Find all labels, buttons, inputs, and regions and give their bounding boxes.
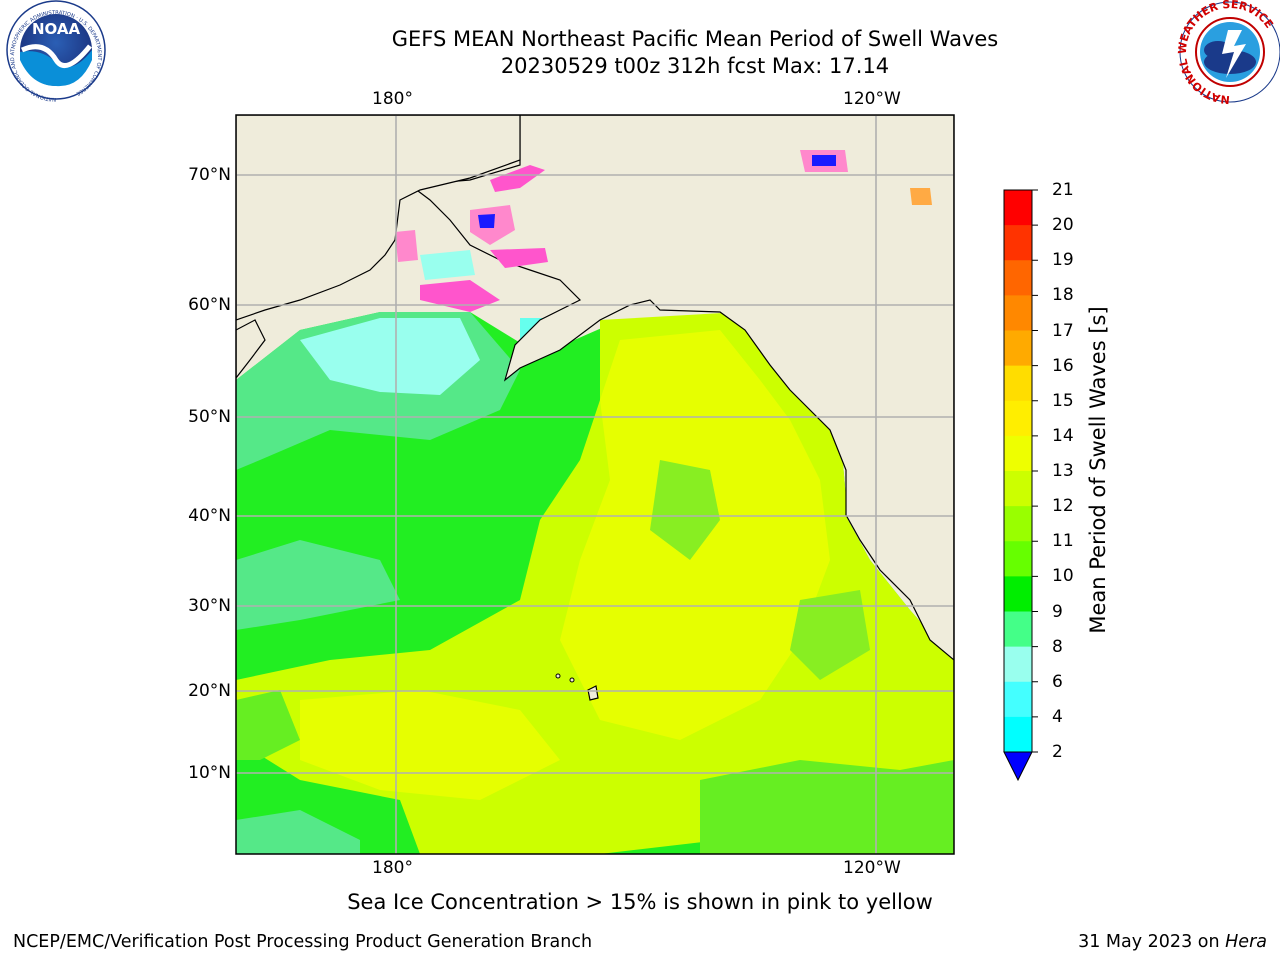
colorbar-tick-label: 8 (1052, 636, 1063, 657)
colorbar-segment (1004, 611, 1032, 648)
graticule (236, 115, 954, 854)
colorbar-tick-label: 17 (1052, 320, 1074, 341)
credit-date: 31 May 2023 on (1078, 932, 1226, 952)
colorbar-segment (1004, 365, 1032, 402)
colorbar-tick-label: 6 (1052, 671, 1063, 692)
map-frame (235, 114, 955, 855)
colorbar-tick-label: 12 (1052, 496, 1074, 517)
colorbar-tick-label: 9 (1052, 601, 1063, 622)
colorbar-segment (1004, 716, 1032, 753)
colorbar-segment (1004, 435, 1032, 472)
lat-label-40n: 40°N (188, 506, 231, 526)
colorbar-tick-label: 15 (1052, 390, 1074, 411)
colorbar-segment (1004, 225, 1032, 261)
colorbar-segment (1004, 471, 1032, 507)
map-content (236, 115, 954, 854)
lat-label-70n: 70°N (188, 165, 231, 185)
colorbar-tick-label: 16 (1052, 355, 1074, 376)
noaa-logo-text: NOAA (32, 20, 81, 38)
colorbar-segment (1004, 260, 1032, 296)
colorbar-segment (1004, 400, 1032, 437)
colorbar-label: Mean Period of Swell Waves [s] (1086, 306, 1110, 634)
chart-title: GEFS MEAN Northeast Pacific Mean Period … (391, 27, 999, 51)
colorbar-tick-label: 18 (1052, 285, 1074, 306)
colorbar-tick-label: 14 (1052, 425, 1074, 446)
lat-label-50n: 50°N (188, 407, 231, 427)
sea-ice-footnote: Sea Ice Concentration > 15% is shown in … (347, 890, 933, 914)
colorbar-segment (1004, 541, 1032, 577)
colorbar-segment (1004, 330, 1032, 367)
colorbar-tick-label: 11 (1052, 531, 1074, 552)
chart-subtitle: 20230529 t00z 312h fcst Max: 17.14 (500, 54, 890, 78)
colorbar-tick-label: 21 (1052, 180, 1074, 200)
colorbar-tick-label: 13 (1052, 461, 1074, 481)
colorbar-segment (1004, 646, 1032, 683)
colorbar-tick-label: 4 (1052, 706, 1063, 727)
colorbar-segment (1004, 576, 1032, 612)
colorbar-tick-label: 19 (1052, 250, 1074, 271)
lat-label-20n: 20°N (188, 681, 231, 701)
lon-label-bottom-180: 180° (372, 858, 413, 878)
lon-label-bottom-120w: 120°W (843, 858, 901, 878)
noaa-logo: NOAA NATIONAL OCEANIC AND ATMOSPHERIC AD… (6, 0, 106, 102)
credit-right: 31 May 2023 on Hera (1078, 932, 1267, 952)
colorbar-extend-arrow (1003, 751, 1033, 782)
colorbar-segment (1004, 295, 1032, 331)
lat-label-60n: 60°N (188, 295, 231, 315)
ocean-cyan-region (300, 318, 480, 395)
lon-label-top-180: 180° (372, 89, 413, 109)
colorbar-segment (1004, 681, 1032, 718)
colorbar-tick-label: 20 (1052, 215, 1074, 236)
colorbar (1003, 189, 1038, 782)
lat-label-30n: 30°N (188, 596, 231, 616)
credit-machine: Hera (1225, 932, 1267, 952)
sea-ice-bering (420, 280, 500, 312)
nws-logo: NATIONAL WEATHER SERVICE (1176, 0, 1280, 106)
credit-left: NCEP/EMC/Verification Post Processing Pr… (13, 932, 593, 952)
land-hawaii (587, 685, 599, 701)
lon-label-top-120w: 120°W (843, 89, 901, 109)
land-asia (236, 115, 521, 321)
lat-label-10n: 10°N (188, 763, 231, 783)
colorbar-segment (1004, 506, 1032, 542)
colorbar-tick-label: 2 (1052, 742, 1063, 762)
colorbar-segment (1004, 190, 1032, 226)
colorbar-tick-label: 10 (1052, 566, 1074, 587)
